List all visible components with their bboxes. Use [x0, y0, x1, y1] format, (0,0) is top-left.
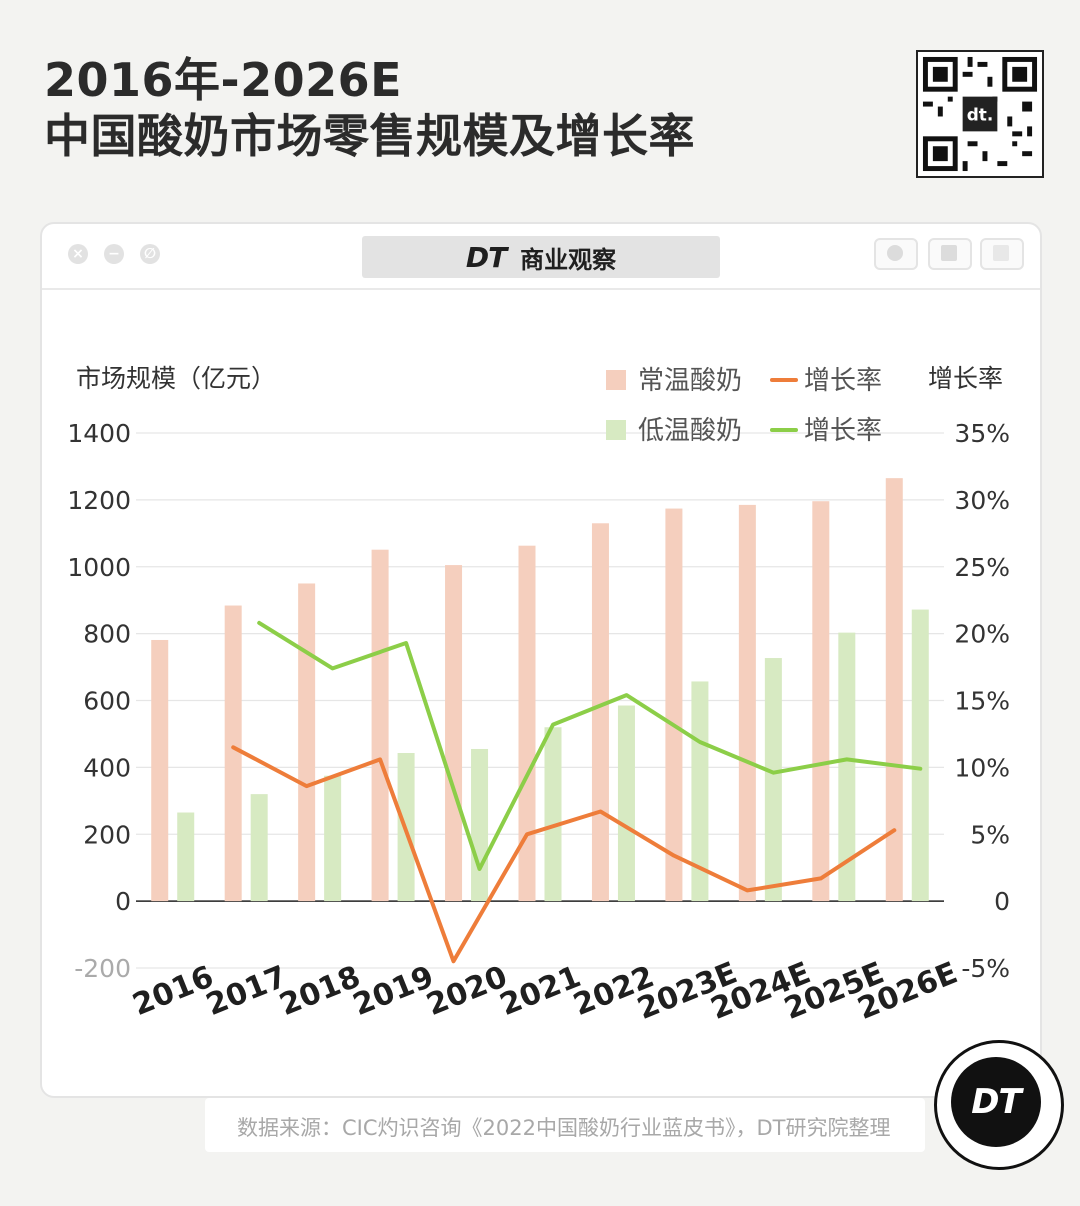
bar-layer — [151, 478, 929, 902]
brand-tab: DT 商业观察 — [362, 236, 720, 278]
y-tick-label: 0 — [115, 887, 131, 916]
legend-label: 增长率 — [804, 416, 882, 446]
bar-ambient — [151, 639, 169, 902]
brand-logo-icon: DT — [465, 240, 507, 274]
legend-swatch — [606, 370, 626, 390]
bar-chilled — [471, 748, 489, 902]
y-tick-label: 400 — [83, 753, 131, 782]
bar-chilled — [764, 658, 782, 902]
bar-ambient — [591, 523, 609, 902]
line-layer — [231, 620, 923, 964]
y2-axis-title: 增长率 — [928, 364, 1003, 393]
bar-ambient — [224, 605, 242, 902]
close-icon[interactable]: × — [68, 244, 88, 264]
bar-chilled — [617, 705, 635, 902]
brand-name: 商业观察 — [520, 245, 617, 274]
bar-ambient — [738, 504, 756, 902]
zoom-icon[interactable]: ∅ — [140, 244, 160, 264]
bar-chilled — [177, 812, 195, 902]
legend-label: 增长率 — [804, 366, 882, 396]
y2-tick-label: 30% — [954, 486, 1010, 515]
bar-ambient — [812, 501, 830, 902]
record-icon — [887, 245, 903, 261]
title-line-1: 2016年-2026E — [44, 53, 403, 107]
y2-tick-label: 10% — [954, 753, 1010, 782]
window-titlebar: × − ∅ DT 商业观察 — [42, 224, 1040, 290]
source-text: 数据来源：CIC灼识咨询《2022中国酸奶行业蓝皮书》，DT研究院整理 — [237, 1116, 891, 1140]
bar-ambient — [518, 545, 536, 902]
growth-line-ambient — [231, 745, 897, 964]
window-button[interactable] — [980, 238, 1024, 270]
legend-label: 常温酸奶 — [638, 366, 742, 396]
bar-chilled — [250, 794, 268, 902]
share-button[interactable] — [928, 238, 972, 270]
y-tick-label: 1400 — [67, 419, 131, 448]
axis-layer: 1400 35% 1200 30% 1000 25% 800 20% 600 15% 400 10% 2… — [67, 419, 1010, 1027]
y-tick-label: 200 — [83, 820, 131, 849]
qr-code-graphic: dt. — [918, 52, 1042, 176]
growth-line-chilled — [257, 620, 923, 871]
y2-tick-label: 35% — [954, 419, 1010, 448]
bar-chilled — [911, 609, 929, 902]
dt-badge-label: DT — [951, 1057, 1041, 1147]
y-tick-label: 800 — [83, 620, 131, 649]
bar-chilled — [691, 681, 709, 902]
bar-chilled — [838, 632, 856, 902]
y2-tick-label: -5% — [961, 954, 1010, 983]
y2-tick-label: 20% — [954, 620, 1010, 649]
legend-swatch — [606, 420, 626, 440]
qr-code-icon[interactable]: dt. — [916, 50, 1044, 178]
bar-ambient — [298, 583, 316, 902]
y2-tick-label: 5% — [970, 820, 1010, 849]
y2-tick-label: 0 — [994, 887, 1010, 916]
bar-chilled — [544, 727, 562, 902]
bar-chilled — [324, 775, 342, 902]
browser-window-frame: × − ∅ DT 商业观察 — [40, 222, 1042, 1098]
y-tick-label: -200 — [74, 954, 131, 983]
y2-tick-label: 25% — [954, 553, 1010, 582]
bar-ambient — [665, 508, 683, 902]
bar-ambient — [371, 549, 389, 902]
minimize-icon[interactable]: − — [104, 244, 124, 264]
y-tick-label: 600 — [83, 687, 131, 716]
y2-tick-label: 15% — [954, 687, 1010, 716]
y-tick-label: 1000 — [67, 553, 131, 582]
record-button[interactable] — [874, 238, 918, 270]
share-icon — [941, 245, 957, 261]
page-title: 2016年-2026E 中国酸奶市场零售规模及增长率 — [44, 52, 695, 164]
legend-label: 低温酸奶 — [638, 416, 742, 446]
qr-center-label: dt. — [967, 104, 994, 124]
y-tick-label: 1200 — [67, 486, 131, 515]
dt-badge-icon: DT — [934, 1040, 1064, 1170]
bar-ambient — [885, 478, 903, 902]
title-line-2: 中国酸奶市场零售规模及增长率 — [44, 109, 695, 163]
source-note: 数据来源：CIC灼识咨询《2022中国酸奶行业蓝皮书》，DT研究院整理 — [205, 1098, 925, 1152]
window-icon — [993, 245, 1009, 261]
y-axis-title: 市场规模（亿元） — [76, 364, 276, 393]
bar-ambient — [445, 565, 463, 902]
